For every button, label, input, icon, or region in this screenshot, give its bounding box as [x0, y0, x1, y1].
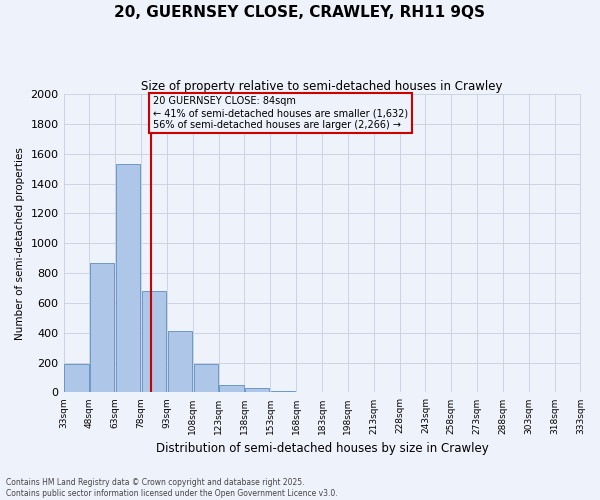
Bar [90, 262, 115, 392]
Bar [194, 364, 218, 392]
Bar [220, 385, 244, 392]
Bar [64, 364, 89, 392]
Bar [271, 391, 295, 392]
Bar [142, 291, 166, 392]
Bar [168, 332, 192, 392]
Text: 20 GUERNSEY CLOSE: 84sqm
← 41% of semi-detached houses are smaller (1,632)
56% o: 20 GUERNSEY CLOSE: 84sqm ← 41% of semi-d… [153, 96, 408, 130]
Bar [116, 164, 140, 392]
X-axis label: Distribution of semi-detached houses by size in Crawley: Distribution of semi-detached houses by … [155, 442, 488, 455]
Text: Contains HM Land Registry data © Crown copyright and database right 2025.
Contai: Contains HM Land Registry data © Crown c… [6, 478, 338, 498]
Text: 20, GUERNSEY CLOSE, CRAWLEY, RH11 9QS: 20, GUERNSEY CLOSE, CRAWLEY, RH11 9QS [115, 5, 485, 20]
Title: Size of property relative to semi-detached houses in Crawley: Size of property relative to semi-detach… [141, 80, 503, 93]
Bar [245, 388, 269, 392]
Y-axis label: Number of semi-detached properties: Number of semi-detached properties [15, 147, 25, 340]
